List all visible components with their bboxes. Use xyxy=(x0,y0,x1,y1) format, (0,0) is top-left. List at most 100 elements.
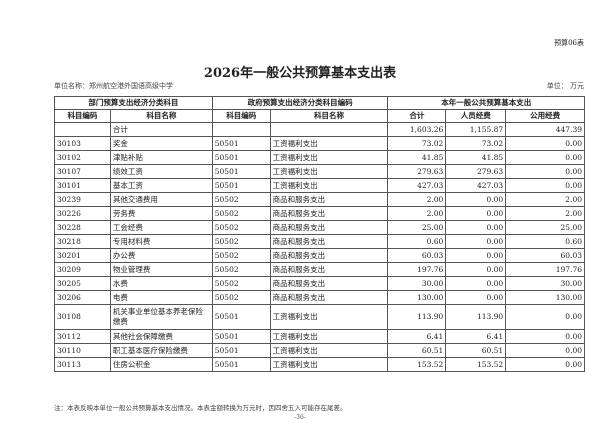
table-row: 30103 奖金 50501 工资福利支出 73.02 73.02 0.00 xyxy=(54,136,585,151)
table-cell: 津贴补贴 xyxy=(109,150,213,165)
table-cell: 60.03 xyxy=(505,248,585,263)
table-cell: 住房公积金 xyxy=(109,357,213,372)
table-cell: 2.00 xyxy=(505,206,585,221)
table-cell: 0.00 xyxy=(445,234,507,249)
table-cell: 0.00 xyxy=(445,220,507,235)
table-cell: 130.00 xyxy=(387,290,447,305)
table-cell: 奖金 xyxy=(109,136,213,151)
table-row: 30209 物业管理费 50502 商品和服务支出 197.76 0.00 197.76 xyxy=(54,262,585,277)
table-cell xyxy=(54,122,111,137)
table-cell: 基本工资 xyxy=(109,178,213,193)
table-cell: 50501 xyxy=(211,304,271,330)
table-cell: 50501 xyxy=(211,329,271,344)
table-row: 30113 住房公积金 50501 工资福利支出 153.52 153.52 0.00 xyxy=(54,357,585,372)
table-cell: 30113 xyxy=(54,357,111,372)
form-number: 预算06表 xyxy=(554,39,584,47)
header-group: 部门预算支出经济分类科目 xyxy=(54,96,213,110)
table-cell: 0.00 xyxy=(505,357,585,372)
table-cell: 工资福利支出 xyxy=(269,343,389,358)
table-cell: 41.85 xyxy=(387,150,447,165)
table-cell: 办公费 xyxy=(109,248,213,263)
table-cell: 工资福利支出 xyxy=(269,150,389,165)
table-cell: 25.00 xyxy=(505,220,585,235)
table-cell: 6.41 xyxy=(387,329,447,344)
table-cell: 工资福利支出 xyxy=(269,329,389,344)
header-group: 本年一般公共预算基本支出 xyxy=(387,96,585,110)
table-cell: 30108 xyxy=(54,304,111,330)
table-cell: 0.60 xyxy=(505,234,585,249)
table-cell: 1,155.87 xyxy=(445,122,507,137)
table-cell: 153.52 xyxy=(387,357,447,372)
table-cell: 113.90 xyxy=(387,304,447,330)
column-header: 人员经费 xyxy=(445,109,507,123)
table-cell: 0.00 xyxy=(445,248,507,263)
column-header: 科目名称 xyxy=(109,109,213,123)
table-cell: 50502 xyxy=(211,220,271,235)
table-cell: 0.00 xyxy=(505,304,585,330)
table-cell: 0.00 xyxy=(505,329,585,344)
table-cell: 427.03 xyxy=(445,178,507,193)
table-cell: 0.00 xyxy=(505,136,585,151)
table-cell: 60.51 xyxy=(387,343,447,358)
table-cell: 电费 xyxy=(109,290,213,305)
table-cell: 130.00 xyxy=(505,290,585,305)
table-cell: 50501 xyxy=(211,136,271,151)
column-header: 科目编码 xyxy=(54,109,111,123)
table-cell: 30107 xyxy=(54,164,111,179)
table-cell: 30239 xyxy=(54,192,111,207)
table-cell: 0.00 xyxy=(445,262,507,277)
table-cell: 50502 xyxy=(211,248,271,263)
table-cell: 30201 xyxy=(54,248,111,263)
table-cell: 2.00 xyxy=(387,192,447,207)
table-cell: 商品和服务支出 xyxy=(269,220,389,235)
table-cell: 279.63 xyxy=(387,164,447,179)
table-cell: 商品和服务支出 xyxy=(269,290,389,305)
table-cell: 0.00 xyxy=(505,178,585,193)
table-cell: 合计 xyxy=(109,122,213,137)
table-cell: 0.00 xyxy=(445,206,507,221)
table-cell: 1,603.26 xyxy=(387,122,447,137)
table-cell: 物业管理费 xyxy=(109,262,213,277)
table-cell: 0.00 xyxy=(445,192,507,207)
table-cell: 机关事业单位基本养老保险缴费 xyxy=(109,304,213,330)
table-cell: 50502 xyxy=(211,234,271,249)
column-header: 科目名称 xyxy=(269,109,389,123)
table-cell: 50502 xyxy=(211,276,271,291)
table-cell: 绩效工资 xyxy=(109,164,213,179)
table-cell: 73.02 xyxy=(387,136,447,151)
table-cell: 447.39 xyxy=(505,122,585,137)
header-group: 政府预算支出经济分类科目编码 xyxy=(211,96,389,110)
table-cell: 30112 xyxy=(54,329,111,344)
table-cell: 0.00 xyxy=(445,276,507,291)
table-cell: 73.02 xyxy=(445,136,507,151)
table-cell: 0.00 xyxy=(505,150,585,165)
page-number: -36- xyxy=(294,414,306,421)
table-cell: 其他社会保障缴费 xyxy=(109,329,213,344)
table-cell: 279.63 xyxy=(445,164,507,179)
table-cell: 工会经费 xyxy=(109,220,213,235)
table-cell: 30103 xyxy=(54,136,111,151)
table-cell: 60.51 xyxy=(445,343,507,358)
header-group-row: 部门预算支出经济分类科目 政府预算支出经济分类科目编码 本年一般公共预算基本支出 xyxy=(54,96,585,110)
table-cell: 水费 xyxy=(109,276,213,291)
table-cell: 商品和服务支出 xyxy=(269,206,389,221)
table-row: 30102 津贴补贴 50501 工资福利支出 41.85 41.85 0.00 xyxy=(54,150,585,165)
table-cell: 30218 xyxy=(54,234,111,249)
table-cell: 41.85 xyxy=(445,150,507,165)
table-cell: 其他交通费用 xyxy=(109,192,213,207)
table-cell: 30.00 xyxy=(387,276,447,291)
table-cell: 2.00 xyxy=(387,206,447,221)
table-cell: 30205 xyxy=(54,276,111,291)
table-row: 合计 1,603.26 1,155.87 447.39 xyxy=(54,122,585,137)
table-cell: 50501 xyxy=(211,357,271,372)
table-cell: 6.41 xyxy=(445,329,507,344)
table-cell: 30228 xyxy=(54,220,111,235)
table-cell: 工资福利支出 xyxy=(269,357,389,372)
table-row: 30201 办公费 50502 商品和服务支出 60.03 0.00 60.03 xyxy=(54,248,585,263)
column-header-row: 科目编码 科目名称 科目编码 科目名称 合计 人员经费 公用经费 xyxy=(54,109,585,123)
unit-name: 单位名称：郑州航空港外国语高级中学 xyxy=(54,82,173,90)
table-cell: 商品和服务支出 xyxy=(269,192,389,207)
table-cell: 工资福利支出 xyxy=(269,178,389,193)
table-row: 30108 机关事业单位基本养老保险缴费 50501 工资福利支出 113.90 113.… xyxy=(54,304,585,330)
table-cell: 25.00 xyxy=(387,220,447,235)
